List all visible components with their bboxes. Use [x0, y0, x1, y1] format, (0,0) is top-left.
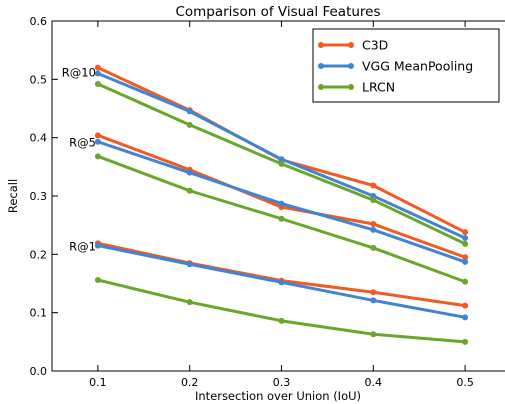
- data-point: [186, 169, 193, 176]
- series-layer: [94, 64, 469, 345]
- legend-marker: [318, 84, 324, 90]
- data-point: [462, 302, 469, 309]
- data-point: [278, 156, 285, 163]
- series-r10-vgg-meanpooling: [94, 70, 469, 241]
- series-line: [97, 278, 466, 344]
- y-tick-label: 0.5: [30, 73, 48, 86]
- data-point: [278, 279, 285, 286]
- ticks-layer: 0.1 0.2 0.3 0.4 0.5 0.0 0.1 0.2 0.3 0.4 0.5 0.6: [30, 15, 474, 389]
- data-point: [370, 221, 377, 227]
- series-line: [97, 241, 466, 308]
- x-tick-label: 0.5: [456, 376, 474, 389]
- legend: C3D VGG MeanPooling LRCN: [312, 28, 500, 103]
- data-point: [186, 108, 193, 115]
- legend-label: VGG MeanPooling: [362, 59, 473, 74]
- data-point: [370, 297, 377, 304]
- data-point: [94, 70, 101, 77]
- data-point: [278, 215, 285, 222]
- y-tick-label: 0.2: [30, 248, 48, 261]
- x-tick-label: 0.3: [273, 376, 291, 389]
- annotation-label: R@1: [69, 239, 96, 253]
- legend-marker: [348, 63, 354, 69]
- series-r1-c3d: [94, 240, 469, 309]
- series-line: [97, 133, 466, 259]
- data-point: [462, 338, 469, 345]
- data-point: [94, 277, 101, 283]
- data-point: [94, 242, 101, 249]
- series-r5-c3d: [94, 132, 469, 261]
- x-axis-title: Intersection over Union (IoU): [195, 389, 361, 403]
- data-point: [462, 240, 469, 247]
- legend-label: C3D: [362, 38, 388, 53]
- data-point: [94, 138, 101, 145]
- data-point: [186, 299, 193, 306]
- series-r5-lrcn: [94, 153, 469, 285]
- x-tick-label: 0.2: [181, 376, 199, 389]
- data-point: [186, 261, 193, 268]
- legend-marker: [348, 84, 354, 90]
- data-point: [94, 132, 101, 139]
- data-point: [370, 331, 377, 338]
- data-point: [462, 314, 469, 321]
- series-r1-vgg-meanpooling: [94, 242, 469, 321]
- series-r5-vgg-meanpooling: [94, 138, 469, 265]
- chart-title: Comparison of Visual Features: [175, 4, 380, 20]
- annotation-layer: R@10 R@5 R@1: [62, 65, 96, 253]
- data-point: [278, 200, 285, 207]
- data-point: [462, 278, 469, 285]
- data-point: [370, 182, 377, 189]
- y-tick-label: 0.3: [30, 190, 48, 203]
- data-point: [370, 226, 377, 233]
- series-r1-lrcn: [94, 277, 469, 345]
- y-tick-label: 0.4: [30, 132, 48, 145]
- data-point: [462, 235, 469, 241]
- data-point: [462, 229, 469, 236]
- data-point: [94, 81, 101, 87]
- data-point: [278, 160, 285, 167]
- y-tick-label: 0.6: [30, 15, 48, 28]
- data-point: [94, 153, 101, 160]
- data-point: [370, 289, 377, 296]
- data-point: [370, 197, 377, 204]
- legend-marker: [348, 42, 354, 48]
- series-r10-lrcn: [94, 81, 469, 247]
- data-point: [370, 244, 377, 251]
- data-point: [462, 254, 469, 261]
- x-tick-label: 0.1: [89, 376, 107, 389]
- y-tick-label: 0.1: [30, 307, 48, 320]
- annotation-label: R@10: [62, 65, 96, 79]
- x-tick-label: 0.4: [365, 376, 383, 389]
- data-point: [186, 121, 193, 128]
- data-point: [462, 258, 469, 265]
- data-point: [94, 64, 101, 71]
- y-axis-title: Recall: [6, 179, 20, 213]
- data-point: [278, 317, 285, 324]
- legend-marker: [318, 42, 324, 48]
- legend-label: LRCN: [362, 80, 395, 95]
- annotation-label: R@5: [69, 135, 96, 149]
- legend-marker: [318, 63, 324, 69]
- y-tick-label: 0.0: [30, 365, 48, 378]
- data-point: [186, 187, 193, 194]
